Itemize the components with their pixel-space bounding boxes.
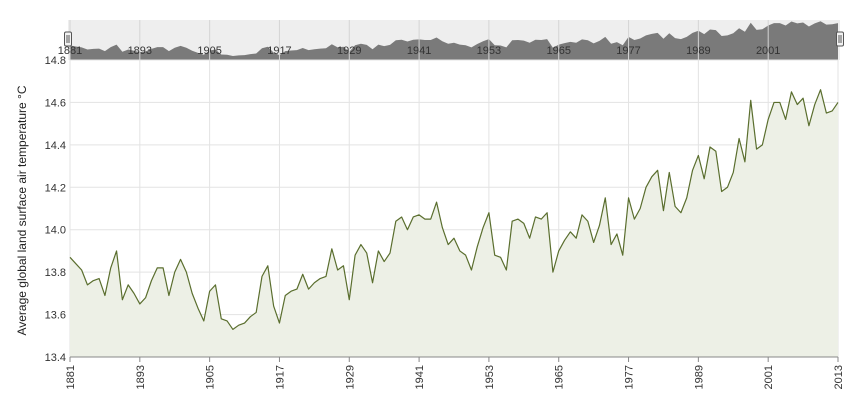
x-tick-label: 1953 <box>484 365 496 389</box>
navigator-tick-label: 2001 <box>756 45 780 57</box>
x-tick-label: 2013 <box>833 365 845 389</box>
y-tick-label: 14.2 <box>45 182 66 194</box>
range-navigator[interactable]: 1881 1893 1905 1917 1929 1941 1953 1965 1977 1989… <box>58 20 844 60</box>
navigator-tick-label: 1989 <box>686 45 710 57</box>
series-line <box>69 89 839 331</box>
navigator-tick-label: 1929 <box>337 45 361 57</box>
navigator-tick-label: 1953 <box>477 45 501 57</box>
x-tick-label: 1965 <box>554 365 566 389</box>
navigator-area <box>70 21 838 60</box>
x-tick-label: 1941 <box>414 365 426 389</box>
handle-grip[interactable] <box>64 31 72 47</box>
y-tick-label: 14.6 <box>45 97 66 109</box>
navigator-axis: 1881 1893 1905 1917 1929 1941 1953 1965 1977 1989… <box>58 20 780 60</box>
navigator-tick-label: 1965 <box>546 45 570 57</box>
x-tick-label: 2001 <box>763 365 775 389</box>
navigator-right-handle[interactable] <box>836 31 844 47</box>
x-tick-label: 1977 <box>624 365 636 389</box>
navigator-tick-label: 1881 <box>58 45 82 57</box>
x-tick-label: 1917 <box>274 365 286 389</box>
y-tick-label: 14.8 <box>45 55 66 67</box>
navigator-tick-label: 1893 <box>128 45 152 57</box>
handle-grip[interactable] <box>836 31 844 47</box>
x-tick-label: 1881 <box>65 365 77 389</box>
navigator-left-handle[interactable] <box>64 31 72 47</box>
series-area <box>70 89 838 357</box>
x-tick-label: 1929 <box>344 365 356 389</box>
y-tick-label: 14.0 <box>45 225 66 237</box>
x-tick-label: 1893 <box>135 365 147 389</box>
x-tick-label: 1905 <box>205 365 217 389</box>
x-tick-label: 1989 <box>693 365 705 389</box>
y-tick-label: 14.4 <box>45 140 66 152</box>
y-tick-label: 13.8 <box>45 267 66 279</box>
y-axis: 13.4 13.6 13.8 14.0 14.2 14.4 14.6 14.8 <box>45 55 66 364</box>
y-axis-label: Average global land surface air temperat… <box>15 85 29 335</box>
y-tick-label: 13.6 <box>45 310 66 322</box>
x-axis: 1881 1893 1905 1917 1929 1941 1953 1965 1977 1989… <box>65 357 845 389</box>
navigator-tick-label: 1941 <box>407 45 431 57</box>
navigator-tick-label: 1917 <box>267 45 291 57</box>
navigator-tick-label: 1977 <box>616 45 640 57</box>
y-tick-label: 13.4 <box>45 352 66 364</box>
navigator-tick-label: 1905 <box>197 45 221 57</box>
